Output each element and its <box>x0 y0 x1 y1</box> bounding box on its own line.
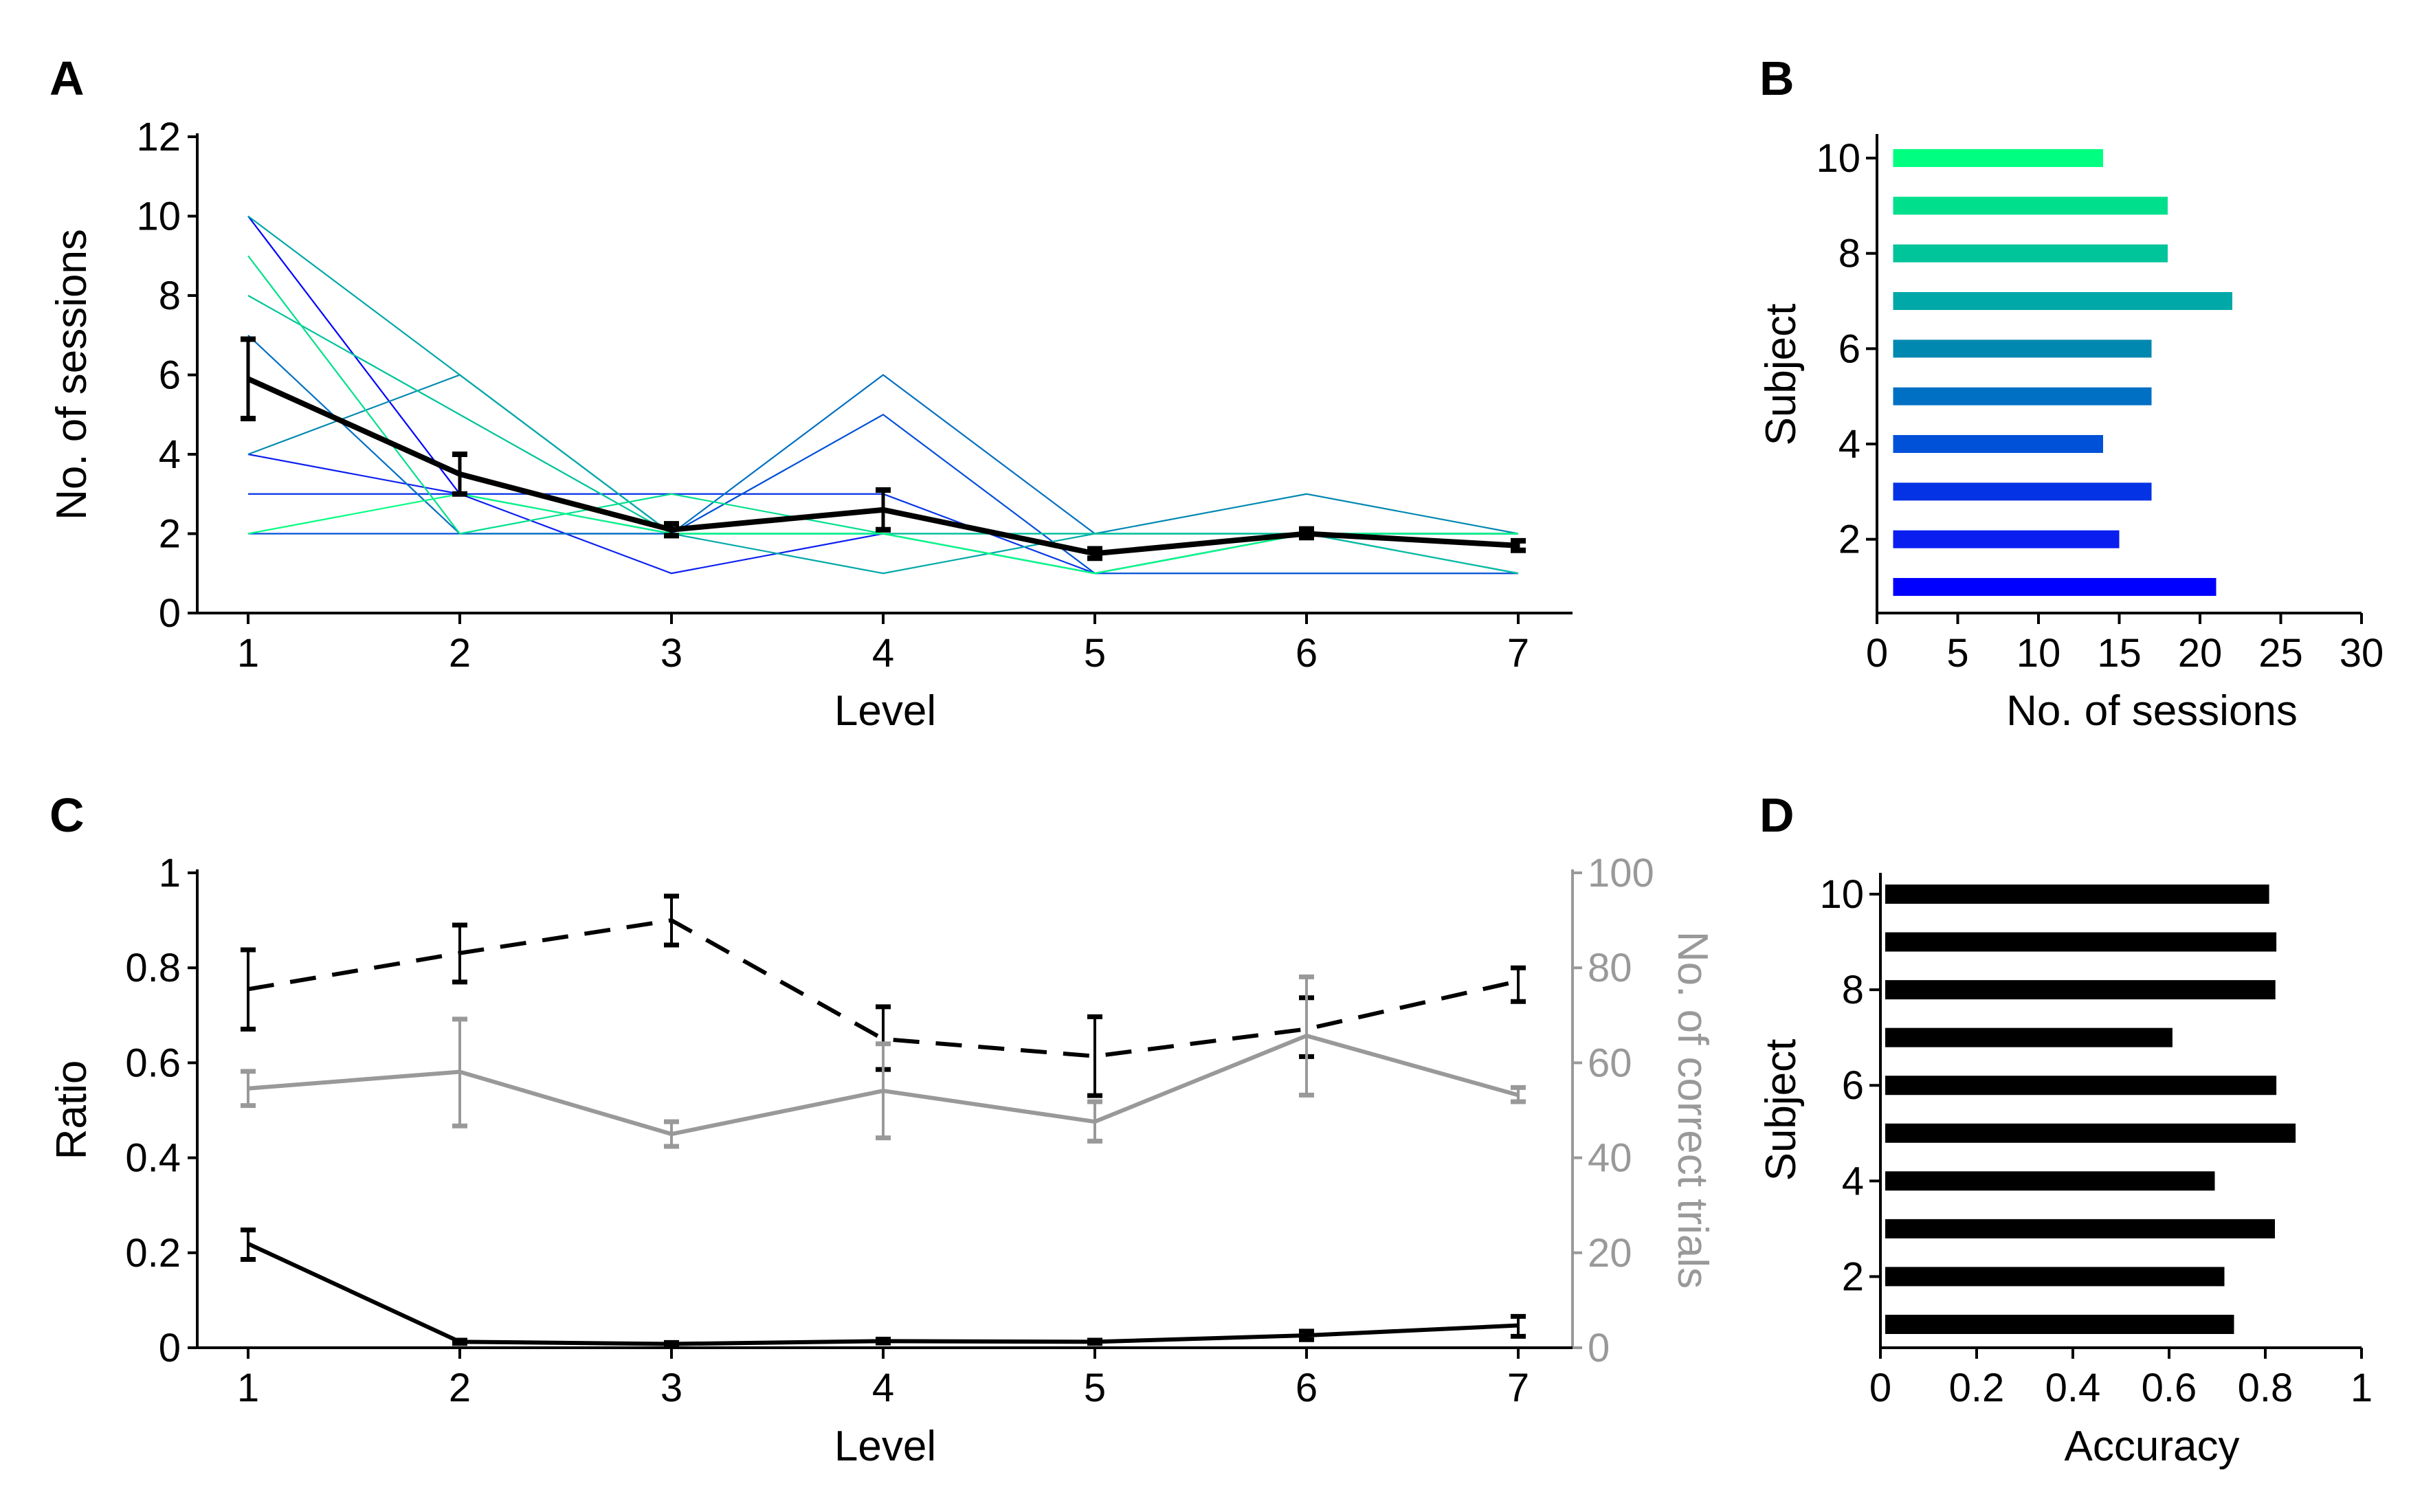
panel-label-a: A <box>49 52 85 105</box>
panel-a-ytick-label: 12 <box>136 115 181 159</box>
panel-c-xtick-label: 2 <box>449 1366 471 1410</box>
panel-b-bar-subject-9 <box>1893 197 2168 215</box>
panel-c-y2tick-label: 80 <box>1588 946 1632 990</box>
panel-label-b: B <box>1759 52 1795 105</box>
panel-c-xtick-label: 1 <box>237 1366 259 1410</box>
panel-b-bar-subject-5 <box>1893 387 2152 405</box>
panel-c-ytick-label: 0.8 <box>125 946 181 990</box>
panel-a-xtick-label: 2 <box>449 631 471 676</box>
panel-label-c: C <box>49 788 85 842</box>
panel-b-ytick-label: 8 <box>1838 232 1860 276</box>
panel-d-xtick-label: 0.2 <box>1949 1366 2005 1410</box>
panel-a-ytick-label: 10 <box>136 194 181 239</box>
panel-b-bar-subject-1 <box>1893 578 2217 596</box>
panel-a-ytick-label: 2 <box>159 512 181 557</box>
panel-a-xtick-label: 5 <box>1084 631 1106 676</box>
panel-c-y2tick-label: 20 <box>1588 1231 1632 1276</box>
panel-b-xtick-label: 20 <box>2178 631 2223 676</box>
panel-c-ytick-label: 0 <box>159 1326 181 1370</box>
panel-label-d: D <box>1759 788 1795 842</box>
panel-b-bar-subject-8 <box>1893 244 2168 263</box>
panel-c-xtick-label: 6 <box>1296 1366 1318 1410</box>
panel-d-ytick-label: 2 <box>1842 1254 1864 1299</box>
panel-c-y2tick-label: 60 <box>1588 1041 1632 1085</box>
panel-d-xtick-label: 0.4 <box>2045 1366 2101 1410</box>
panel-c-ytick-label: 0.2 <box>125 1231 181 1276</box>
panel-c-y2tick-label: 40 <box>1588 1136 1632 1181</box>
panel-c-ylabel: Ratio <box>48 1060 96 1160</box>
panel-d-xtick-label: 0.6 <box>2142 1366 2197 1410</box>
panel-d-ytick-label: 4 <box>1842 1159 1864 1203</box>
panel-d-xtick-label: 0.8 <box>2238 1366 2293 1410</box>
panel-b-xtick-label: 10 <box>2017 631 2061 676</box>
panel-b-bar-subject-2 <box>1893 530 2120 548</box>
panel-b-bar-subject-4 <box>1893 435 2103 453</box>
panel-d-ytick-label: 10 <box>1819 872 1864 917</box>
panel-b-ytick-label: 2 <box>1838 518 1860 562</box>
panel-b-ytick-label: 4 <box>1838 422 1860 467</box>
panel-b-xtick-label: 25 <box>2258 631 2303 676</box>
panel-d-xlabel: Accuracy <box>2065 1423 2240 1470</box>
panel-c-xtick-label: 5 <box>1084 1366 1106 1410</box>
panel-d-bar-subject-7 <box>1885 1027 2173 1047</box>
panel-c-ytick-label: 1 <box>159 851 181 896</box>
panel-b-xtick-label: 15 <box>2097 631 2142 676</box>
panel-c-xtick-label: 4 <box>872 1366 894 1410</box>
panel-d-bar-subject-10 <box>1885 885 2269 904</box>
panel-a-ylabel: No. of sessions <box>48 229 96 520</box>
panel-b-bar-subject-3 <box>1893 482 2152 501</box>
panel-d-ylabel: Subject <box>1757 1039 1805 1181</box>
panel-b-xlabel: No. of sessions <box>2006 687 2298 735</box>
panel-d-xtick-label: 0 <box>1869 1366 1891 1410</box>
panel-c-y2tick-label: 0 <box>1588 1326 1610 1370</box>
panel-b-ylabel: Subject <box>1757 304 1805 446</box>
panel-a-ytick-label: 8 <box>159 274 181 318</box>
panel-a-ytick-label: 0 <box>159 591 181 636</box>
panel-d-bar-subject-2 <box>1885 1267 2225 1287</box>
panel-d-bar-subject-4 <box>1885 1171 2215 1191</box>
panel-c-solid-ratio-line <box>247 1241 1519 1346</box>
panel-d-bar-subject-5 <box>1885 1123 2296 1143</box>
panel-a-ytick-label: 6 <box>159 353 181 398</box>
panel-c-ytick-label: 0.4 <box>125 1136 181 1181</box>
panel-a-ytick-label: 4 <box>159 432 181 477</box>
panel-b-xtick-label: 5 <box>1946 631 1968 676</box>
panel-d-xtick-label: 1 <box>2351 1366 2373 1410</box>
panel-b-ytick-label: 6 <box>1838 326 1860 371</box>
panel-d-bar-subject-9 <box>1885 932 2277 952</box>
panel-d-ytick-label: 8 <box>1842 968 1864 1012</box>
panel-d-bar-subject-8 <box>1885 980 2276 1000</box>
panel-d-bar-subject-3 <box>1885 1219 2275 1238</box>
panel-c-ytick-label: 0.6 <box>125 1041 181 1085</box>
panel-b-xtick-label: 30 <box>2340 631 2384 676</box>
panel-c-xlabel: Level <box>834 1423 936 1470</box>
panel-b-bar-subject-10 <box>1893 149 2103 167</box>
panel-d-ytick-label: 6 <box>1842 1063 1864 1108</box>
panel-b-bar-subject-7 <box>1893 292 2232 310</box>
panel-c-y2label: No. of correct trials <box>1669 931 1716 1289</box>
panel-b-xtick-label: 0 <box>1866 631 1888 676</box>
panel-b-ytick-label: 10 <box>1816 136 1860 181</box>
panel-c-xtick-label: 7 <box>1507 1366 1529 1410</box>
panel-a-xtick-label: 6 <box>1296 631 1318 676</box>
panel-c-y2tick-label: 100 <box>1588 851 1654 896</box>
panel-c-xtick-label: 3 <box>660 1366 682 1410</box>
panel-a-xlabel: Level <box>834 687 936 735</box>
panel-b-bar-subject-6 <box>1893 340 2152 358</box>
panel-a-xtick-label: 7 <box>1507 631 1529 676</box>
panel-a-xtick-label: 1 <box>237 631 259 676</box>
panel-d-bar-subject-1 <box>1885 1315 2234 1334</box>
panel-a-xtick-label: 4 <box>872 631 894 676</box>
panel-a-xtick-label: 3 <box>660 631 682 676</box>
panel-d-bar-subject-6 <box>1885 1076 2277 1096</box>
